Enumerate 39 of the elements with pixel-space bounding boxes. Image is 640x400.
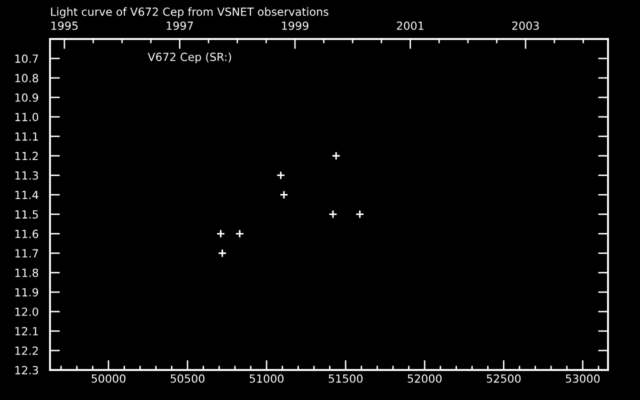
x2-tick-label: 1999: [282, 22, 308, 30]
x2-tick-label: 1995: [51, 22, 78, 30]
y-tick-label: 11.4: [15, 190, 38, 199]
x-tick-label: 52000: [408, 374, 442, 383]
y-tick-label: 11.8: [15, 268, 38, 278]
x-tick-label: 50000: [92, 374, 126, 383]
x-tick-label: 52500: [486, 374, 521, 383]
y-tick-label: 11.5: [15, 210, 38, 219]
point: [328, 210, 338, 219]
y-tick-label: 12.2: [15, 346, 38, 355]
point: [276, 170, 286, 180]
x-tick-label: 50500: [170, 374, 204, 383]
point: [355, 210, 364, 219]
x-tick-label: 53000: [566, 374, 600, 383]
y-tick-label: 12.0: [15, 308, 38, 316]
point: [235, 229, 244, 238]
x2-tick-label: 1997: [166, 22, 193, 30]
x2-tick-label: 2001: [396, 22, 424, 30]
point: [218, 248, 227, 258]
y-tick-label: 12.3: [15, 366, 38, 374]
y-tick-label: 11.0: [15, 112, 38, 122]
y-tick-label: 11.2: [15, 152, 38, 160]
annotation: V672 Cep (SR:): [148, 52, 232, 64]
chart-title: Light curve of V672 Cep from VSNET observations: [51, 7, 328, 18]
x-tick-label: 51000: [250, 374, 284, 383]
y-tick-label: 11.7: [15, 249, 38, 258]
y-tick-label: 11.6: [15, 230, 38, 238]
point: [280, 190, 288, 200]
point: [332, 151, 341, 160]
y-tick-label: 10.8: [15, 74, 38, 82]
y-tick-label: 11.1: [15, 132, 38, 141]
x-tick-label: 51500: [328, 374, 363, 383]
y-tick-label: 11.3: [15, 171, 38, 180]
y-tick-label: 10.7: [15, 54, 38, 63]
x2-tick-label: 2003: [512, 22, 539, 30]
y-tick-label: 10.9: [15, 93, 38, 102]
y-tick-label: 11.9: [15, 288, 38, 296]
point: [216, 229, 226, 238]
y-tick-label: 12.1: [15, 327, 38, 336]
